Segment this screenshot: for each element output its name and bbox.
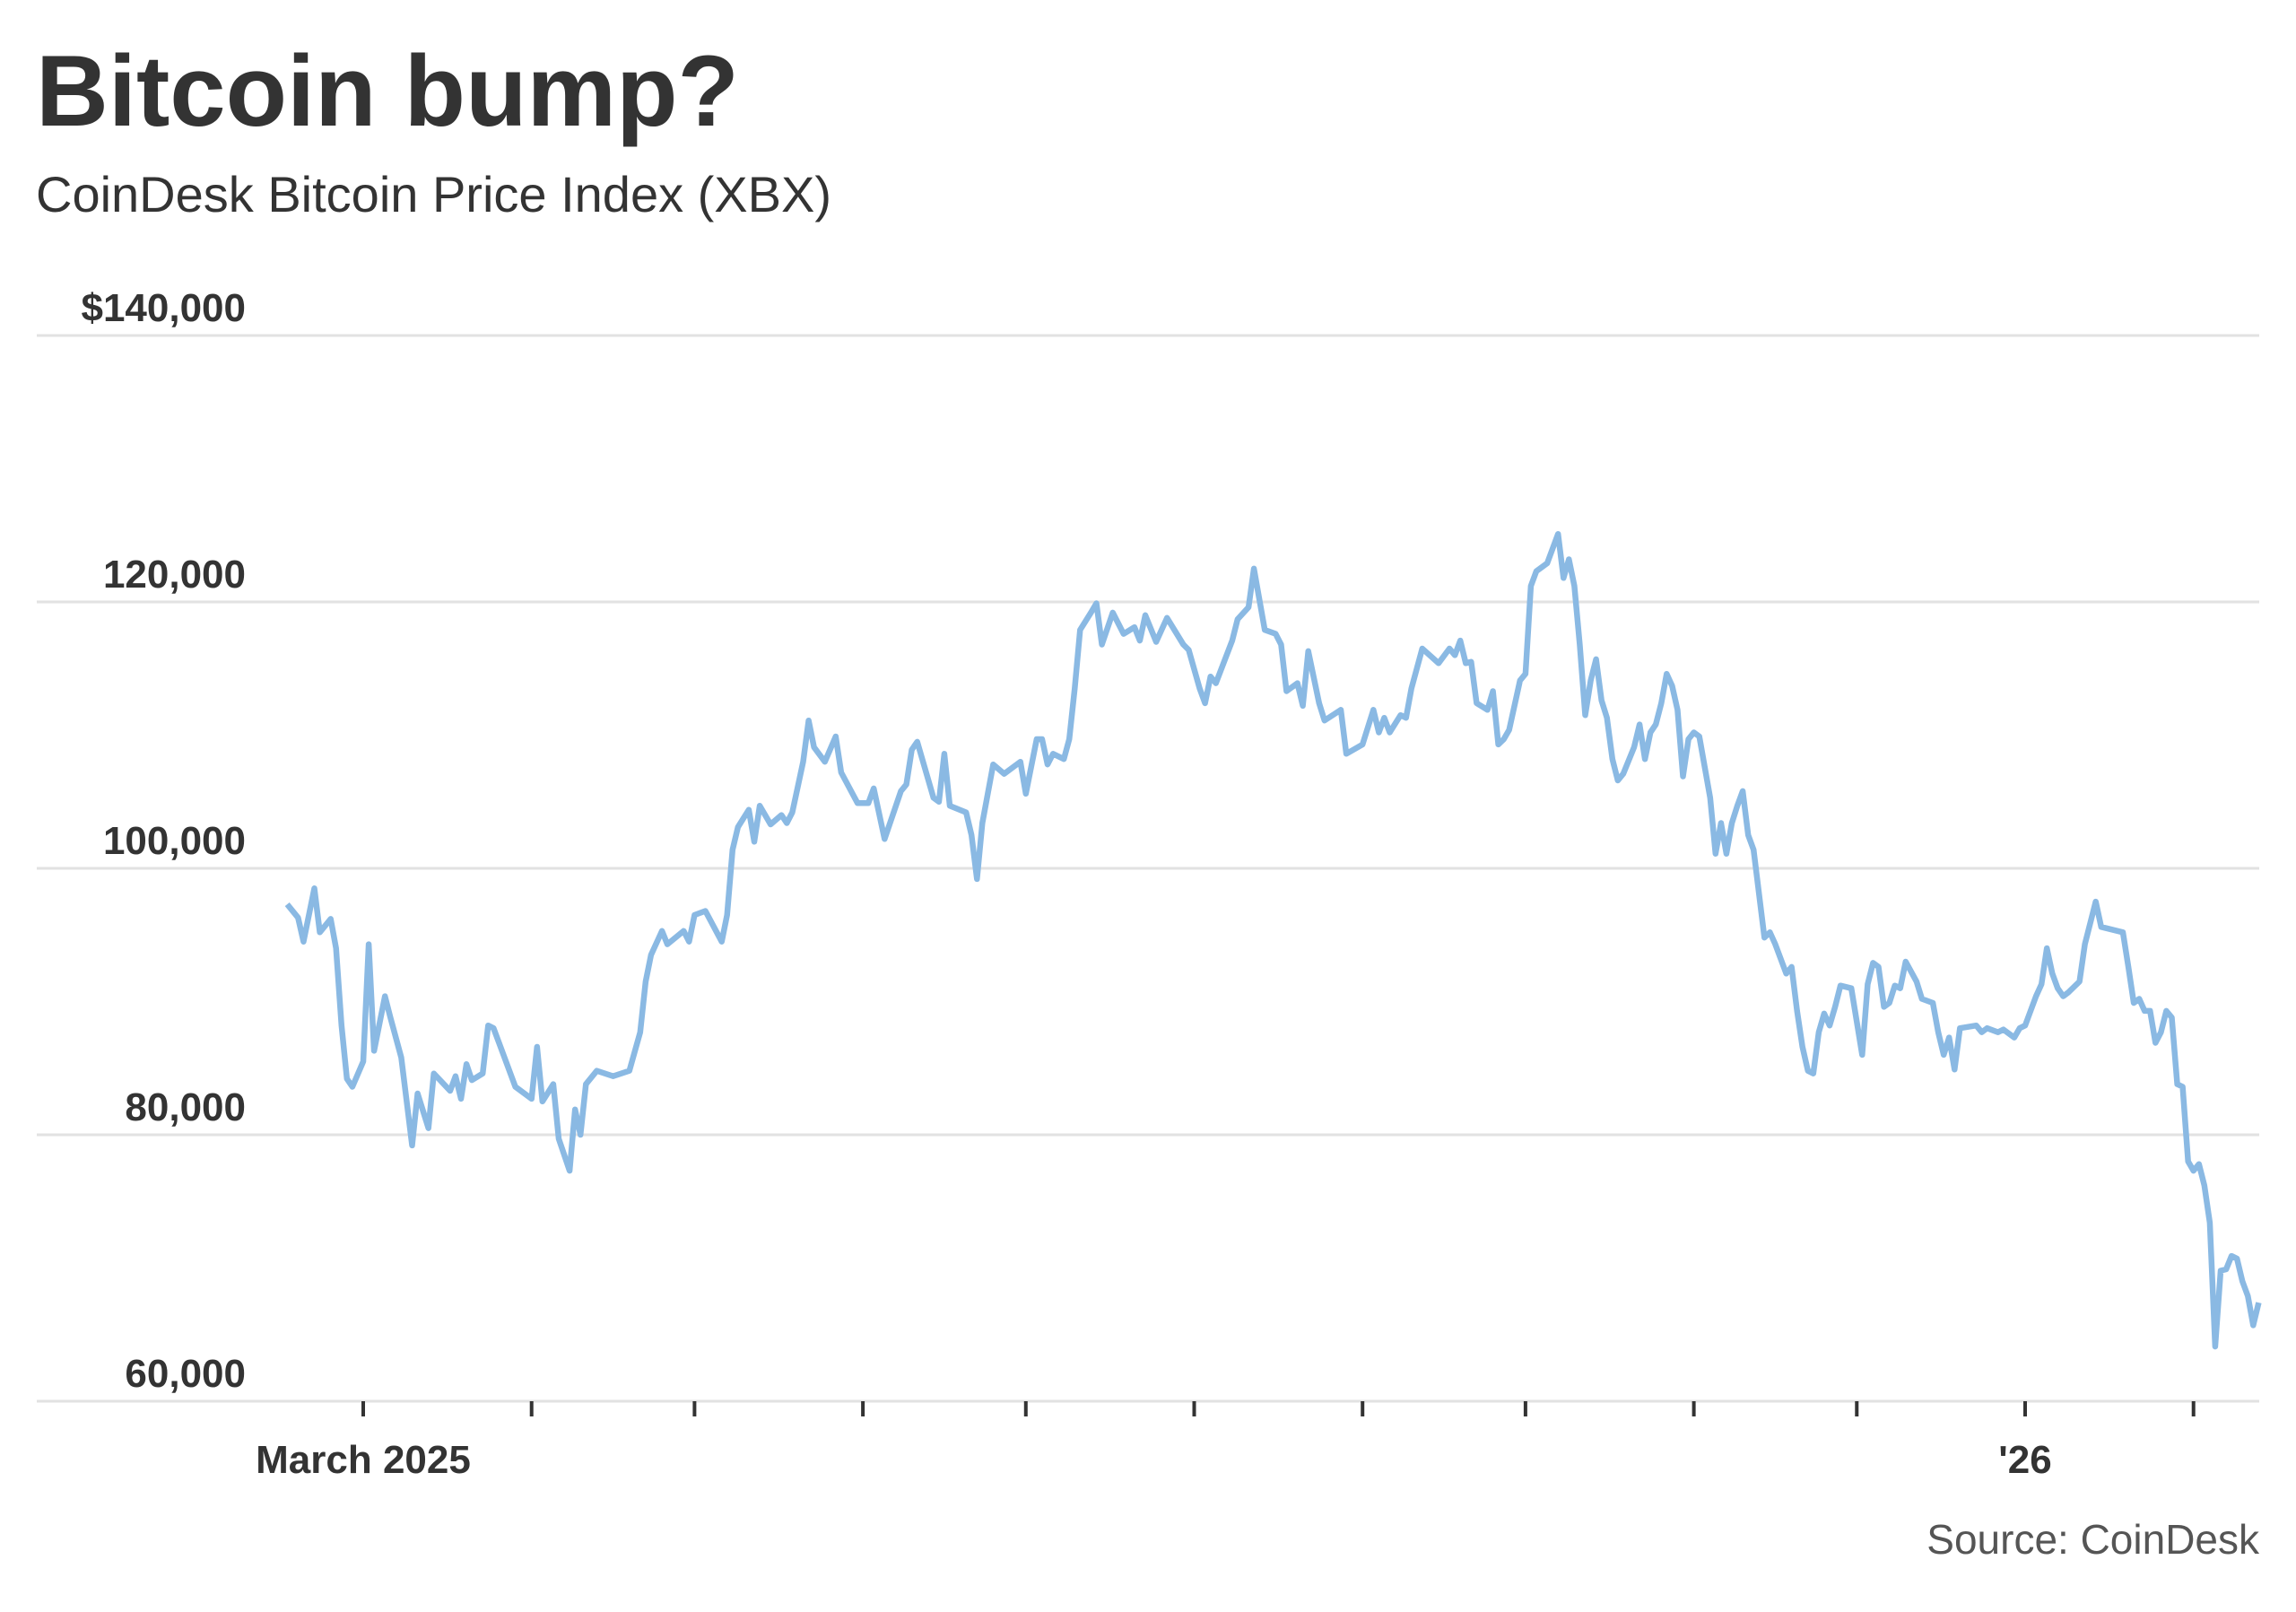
y-tick-label: 80,000 bbox=[125, 1085, 246, 1129]
gridlines bbox=[37, 334, 2259, 1403]
x-axis: March 2025 '26 bbox=[256, 1401, 2196, 1482]
y-tick-label: 100,000 bbox=[103, 819, 246, 863]
x-tick-label: '26 bbox=[1998, 1438, 2051, 1482]
x-tick-label: March 2025 bbox=[256, 1438, 471, 1482]
chart-subtitle: CoinDesk Bitcoin Price Index (XBX) bbox=[36, 166, 831, 222]
price-line bbox=[284, 531, 2262, 1350]
source-note: Source: CoinDesk bbox=[1926, 1516, 2260, 1563]
y-axis-labels: $140,000 120,000 100,000 80,000 60,000 bbox=[81, 286, 246, 1396]
y-tick-label: 120,000 bbox=[103, 553, 246, 597]
y-tick-label: 60,000 bbox=[125, 1352, 246, 1396]
chart-title: Bitcoin bump? bbox=[36, 35, 739, 147]
series-layer bbox=[284, 531, 2262, 1350]
y-tick-label: $140,000 bbox=[81, 286, 246, 330]
